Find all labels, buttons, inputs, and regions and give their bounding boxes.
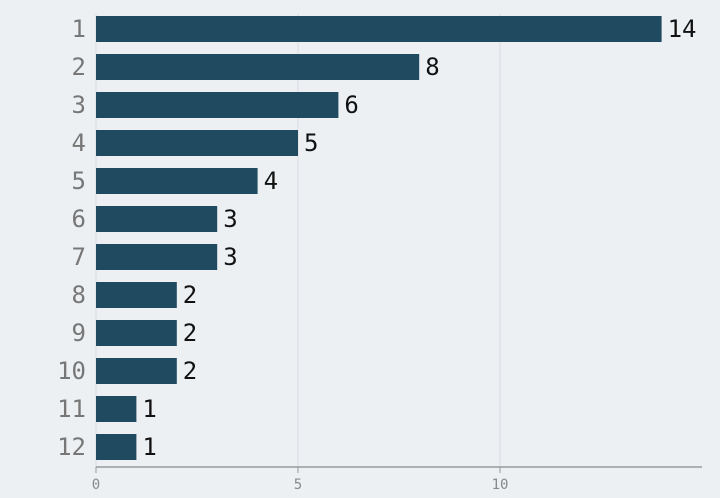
y-tick-label: 12 bbox=[57, 433, 86, 461]
y-tick-label: 5 bbox=[72, 167, 86, 195]
bar bbox=[96, 168, 258, 194]
x-tick-label: 10 bbox=[492, 477, 509, 493]
value-label: 14 bbox=[668, 15, 697, 43]
y-tick-label: 3 bbox=[72, 91, 86, 119]
bar bbox=[96, 206, 218, 232]
value-label: 1 bbox=[142, 433, 156, 461]
y-tick-label: 4 bbox=[72, 129, 86, 157]
x-tick-label: 0 bbox=[92, 477, 100, 493]
y-tick-label: 11 bbox=[57, 395, 86, 423]
bar bbox=[96, 358, 177, 384]
value-label: 4 bbox=[264, 167, 278, 195]
bar bbox=[96, 92, 339, 118]
bar bbox=[96, 54, 420, 80]
value-label: 2 bbox=[183, 357, 197, 385]
y-tick-label: 7 bbox=[72, 243, 86, 271]
value-label: 6 bbox=[344, 91, 358, 119]
value-label: 2 bbox=[183, 281, 197, 309]
value-label: 2 bbox=[183, 319, 197, 347]
y-tick-label: 10 bbox=[57, 357, 86, 385]
bar bbox=[96, 244, 218, 270]
value-label: 1 bbox=[142, 395, 156, 423]
value-label: 8 bbox=[425, 53, 439, 81]
y-tick-label: 2 bbox=[72, 53, 86, 81]
bar bbox=[96, 282, 177, 308]
bar bbox=[96, 130, 298, 156]
bar bbox=[96, 16, 662, 42]
value-label: 3 bbox=[223, 243, 237, 271]
y-tick-label: 8 bbox=[72, 281, 86, 309]
value-label: 5 bbox=[304, 129, 318, 157]
y-tick-label: 6 bbox=[72, 205, 86, 233]
bar bbox=[96, 320, 177, 346]
bar bbox=[96, 434, 137, 460]
bar bbox=[96, 396, 137, 422]
x-tick-label: 5 bbox=[294, 477, 302, 493]
y-tick-label: 1 bbox=[72, 15, 86, 43]
value-label: 3 bbox=[223, 205, 237, 233]
y-tick-label: 9 bbox=[72, 319, 86, 347]
